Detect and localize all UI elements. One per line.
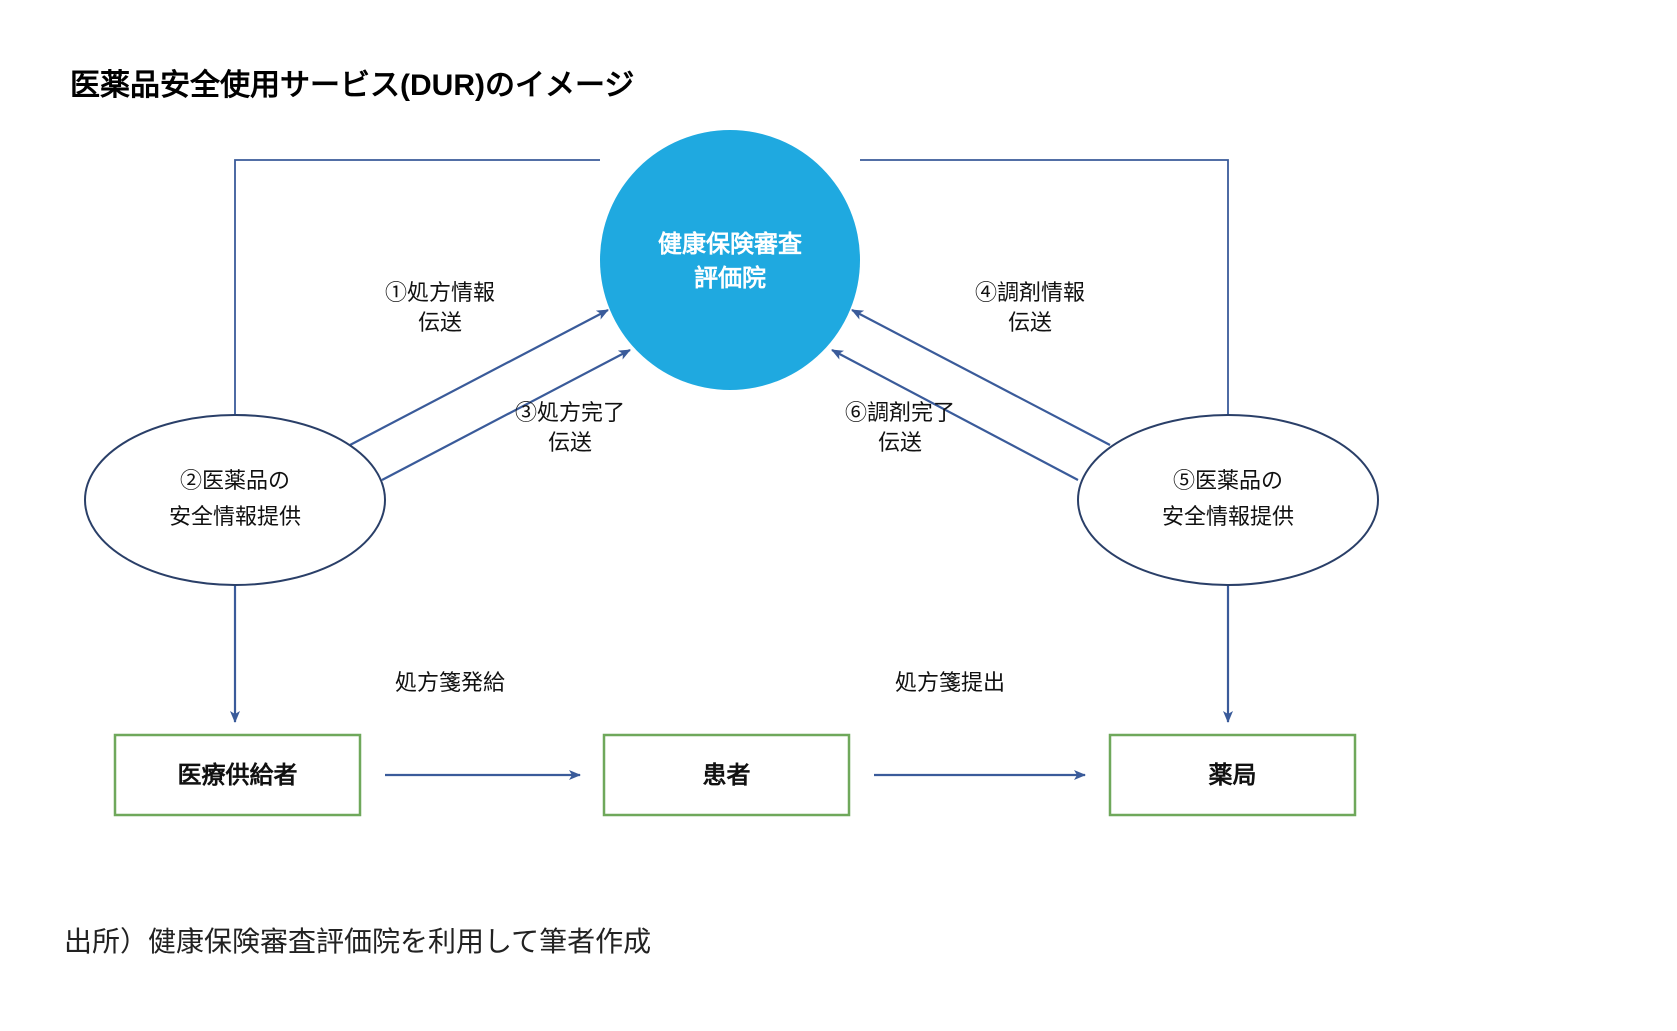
rect_pharmacy-label: 薬局 [1209,762,1257,789]
diagram-page: { "title": "医薬品安全使用サービス(DUR)のイメージ", "tit… [0,0,1677,1031]
rect_provider-label: 医療供給者 [178,761,298,789]
right_ellipse [1078,415,1378,585]
rect_patient-label: 患者 [703,761,751,789]
center-circle [600,130,860,390]
left_ellipse-label-2: 安全情報提供 [169,504,301,529]
center-circle-label-1: 健康保険審査 [658,230,802,258]
edge-label-l4-1: ④調剤情報 [975,280,1085,305]
center-circle-label-2: 評価院 [694,264,766,292]
edge-label-l6-1: ⑥調剤完了 [845,400,955,425]
edge-label-submit-1: 処方箋提出 [895,670,1005,695]
diagram-canvas: 健康保険審査評価院②医薬品の安全情報提供⑤医薬品の安全情報提供医療供給者患者薬局… [0,0,1677,1031]
edge-label-l1-1: ①処方情報 [385,280,495,305]
edge-label-l6-2: 伝送 [878,430,922,455]
edge-label-l1-2: 伝送 [418,310,462,335]
left_ellipse-label-1: ②医薬品の [180,468,290,493]
left_ellipse [85,415,385,585]
edge-label-l3-1: ③処方完了 [515,400,625,425]
edge-label-l3-2: 伝送 [548,430,592,455]
edge-label-issue-1: 処方箋発給 [395,670,505,695]
edge-label-l4-2: 伝送 [1008,310,1052,335]
right_ellipse-label-2: 安全情報提供 [1162,504,1294,529]
right_ellipse-label-1: ⑤医薬品の [1173,468,1283,493]
